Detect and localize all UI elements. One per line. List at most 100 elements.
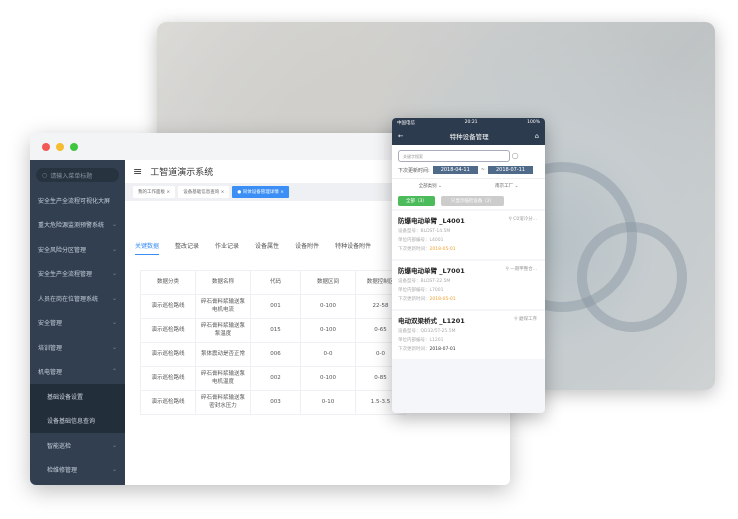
sidebar-item-label: 安全生产全流程可视化大屏 <box>38 197 111 205</box>
table-cell: 演示巡检路线 <box>140 318 196 343</box>
close-button[interactable] <box>42 142 50 151</box>
chevron-icon: ⌄ <box>111 245 117 253</box>
table-cell: 碎石膏料浆输送泵密封水压力 <box>195 390 251 415</box>
sidebar-item[interactable]: 机电管理 ⌃ <box>30 360 125 385</box>
table-cell: 0-0 <box>300 342 356 367</box>
content-tab[interactable]: 特种设备附件 <box>335 243 372 250</box>
column-header: 代码 <box>250 270 301 295</box>
location-pin-icon: ⚲ <box>505 267 511 272</box>
sidebar-subitem[interactable]: 检维修管理 ⌄ <box>47 466 117 475</box>
next-update-date: 2018-05-01 <box>429 297 456 302</box>
content-tab[interactable]: 整改记录 <box>175 243 200 250</box>
chevron-icon: ⌄ <box>111 319 117 327</box>
table-cell: 002 <box>250 366 301 391</box>
chevron-icon: ⌄ <box>111 221 117 229</box>
equipment-card[interactable]: 电动双梁桥式 _L1201 ⚲ 磨煤工序 设备型号：QD32/5T-25.5M 单位内… <box>392 311 545 359</box>
content-tabs: 关键数据 整改记录 作业记录 设备属性 设备附件 特种设备附件 <box>135 241 371 255</box>
sidebar-item[interactable]: 安全管理 ⌄ <box>30 311 125 336</box>
column-header: 数据名称 <box>195 270 251 295</box>
chevron-icon: ⌄ <box>111 294 117 302</box>
sidebar-subitem[interactable]: 基础设备设置 <box>30 384 125 409</box>
sidebar-item-label: 安全生产全流程管理 <box>38 271 93 279</box>
expired-button[interactable]: 只显示临检设备（2） <box>440 196 505 206</box>
chevron-icon: ⌃ <box>111 368 117 376</box>
date-to[interactable]: 2018-07-11 <box>487 166 534 174</box>
sidebar-item[interactable]: 安全生产全流程管理 ⌄ <box>30 262 125 287</box>
table-cell: 0-10 <box>300 390 356 415</box>
all-button[interactable]: 全部（3） <box>398 196 435 206</box>
location: ⚲ 磨煤工序 <box>514 317 537 322</box>
sidebar-item-label: 安全风险分区管理 <box>38 246 87 254</box>
column-header: 数据区间 <box>300 270 356 295</box>
table-cell: 015 <box>250 318 301 343</box>
table-header: 数据分类 数据名称 代码 数据区间 数据控制区 <box>140 270 406 295</box>
equipment-card[interactable]: 防爆电动单臂 _L7001 ⚲ 一期甲整合... 设备型号：BLDST-22.5M 单… <box>392 261 545 309</box>
filter-type[interactable]: 全部类别 ⌄ <box>418 184 442 189</box>
table-row: 演示巡检路线 碎石膏料浆输送泵密封水压力 003 0-10 1.5-3.5 <box>140 390 406 415</box>
table-cell: 碎石膏料浆输送泵电机电流 <box>195 294 251 319</box>
equipment-card[interactable]: 防爆电动单臂 _L4001 ⚲ C0溶冷分... 设备型号：BLDST-14.5M 单… <box>392 211 545 259</box>
table-cell: 碎石膏料浆输送泵泵温度 <box>195 318 251 343</box>
table-cell: 0-100 <box>300 366 356 391</box>
card-title: 防爆电动单臂 _L7001 <box>398 267 465 275</box>
location-pin-icon: ⚲ <box>508 217 514 222</box>
table-row: 演示巡检路线 碎石膏料浆输送泵泵温度 015 0-100 0-65 <box>140 318 406 343</box>
table-cell: 演示巡检路线 <box>140 342 196 367</box>
content-tab[interactable]: 作业记录 <box>215 243 240 250</box>
table-cell: 演示巡检路线 <box>140 366 196 391</box>
maximize-button[interactable] <box>70 142 78 151</box>
table-cell: 泵体震动是否正常 <box>195 342 251 367</box>
sidebar-item[interactable]: 培训管理 ⌄ <box>30 335 125 360</box>
next-update-date: 2018-07-01 <box>429 347 456 352</box>
sidebar-item-label: 培训管理 <box>38 344 63 352</box>
home-icon[interactable]: ⌂ <box>534 132 539 140</box>
table-cell: 0-100 <box>300 294 356 319</box>
column-header: 数据分类 <box>140 270 196 295</box>
mobile-search-input[interactable]: 关键字搜索 <box>398 150 510 162</box>
sidebar-subitem[interactable]: 设备基础信息查询 <box>30 408 125 433</box>
content-tab[interactable]: 设备附件 <box>295 243 320 250</box>
back-arrow-icon[interactable]: ← <box>398 132 404 140</box>
search-icon: ○ <box>42 171 48 179</box>
sidebar-item-label: 人员在岗在位管理系统 <box>38 295 99 303</box>
filter-site[interactable]: 南京工厂 ⌄ <box>495 184 519 189</box>
location-pin-icon: ⚲ <box>514 317 519 322</box>
menu-search-input[interactable]: ○ 请输入菜单标题 <box>36 168 119 182</box>
chevron-icon: ⌄ <box>111 441 117 449</box>
table-cell: 006 <box>250 342 301 367</box>
status-bar: 中国电信 20:21 100% <box>392 118 545 127</box>
page-tab[interactable]: 设备基础信息查询 × <box>178 186 230 198</box>
chevron-icon: ⌄ <box>111 466 117 474</box>
table-cell: 演示巡检路线 <box>140 294 196 319</box>
page-tab[interactable]: 我的工作面板 × <box>133 186 176 198</box>
date-from[interactable]: 2018-04-11 <box>432 166 478 174</box>
card-title: 电动双梁桥式 _L1201 <box>398 317 465 325</box>
table-row: 演示巡检路线 碎石膏料浆输送泵电机温度 002 0-100 0-85 <box>140 366 406 391</box>
table-cell: 0-100 <box>300 318 356 343</box>
table-cell: 演示巡检路线 <box>140 390 196 415</box>
hamburger-menu-icon[interactable]: ≡ <box>133 165 143 178</box>
location: ⚲ C0溶冷分... <box>508 217 537 222</box>
content-tab[interactable]: 关键数据 <box>135 241 160 255</box>
chevron-icon: ⌄ <box>111 343 117 351</box>
nav-bar: ← 特种设备管理 ⌂ <box>392 127 545 145</box>
sidebar-item[interactable]: 安全风险分区管理 ⌄ <box>30 237 125 262</box>
mobile-title: 特种设备管理 <box>449 133 489 141</box>
mobile-screen: 中国电信 20:21 100% ← 特种设备管理 ⌂ 关键字搜索 ○ 下次更新时间: 20… <box>392 118 545 413</box>
sidebar-item[interactable]: 重大危险源监测预警系统 ⌄ <box>30 213 125 238</box>
table-row: 演示巡检路线 泵体震动是否正常 006 0-0 0-0 <box>140 342 406 367</box>
card-title: 防爆电动单臂 _L4001 <box>398 217 465 225</box>
table-row: 演示巡检路线 碎石膏料浆输送泵电机电流 001 0-100 22-58 <box>140 294 406 319</box>
sidebar-item[interactable]: 安全生产全流程可视化大屏 <box>30 188 125 213</box>
search-icon[interactable]: ○ <box>511 151 519 160</box>
sidebar: ○ 请输入菜单标题 安全生产全流程可视化大屏 重大危险源监测预警系统 ⌄ 安全风险分区管… <box>30 160 125 485</box>
sidebar-subitem[interactable]: 智能巡检 ⌄ <box>47 441 117 450</box>
data-table: 数据分类 数据名称 代码 数据区间 数据控制区 演示巡检路线 碎石膏料浆输送泵电机电流 001… <box>140 270 406 415</box>
minimize-button[interactable] <box>56 142 64 151</box>
chevron-icon: ⌄ <box>111 270 117 278</box>
content-tab[interactable]: 设备属性 <box>255 243 280 250</box>
sidebar-item[interactable]: 人员在岗在位管理系统 ⌄ <box>30 286 125 311</box>
page-tab[interactable]: ● 同体设备管理详情 × <box>232 186 289 198</box>
location: ⚲ 一期甲整合... <box>505 267 537 272</box>
sidebar-item-label: 机电管理 <box>38 369 63 377</box>
